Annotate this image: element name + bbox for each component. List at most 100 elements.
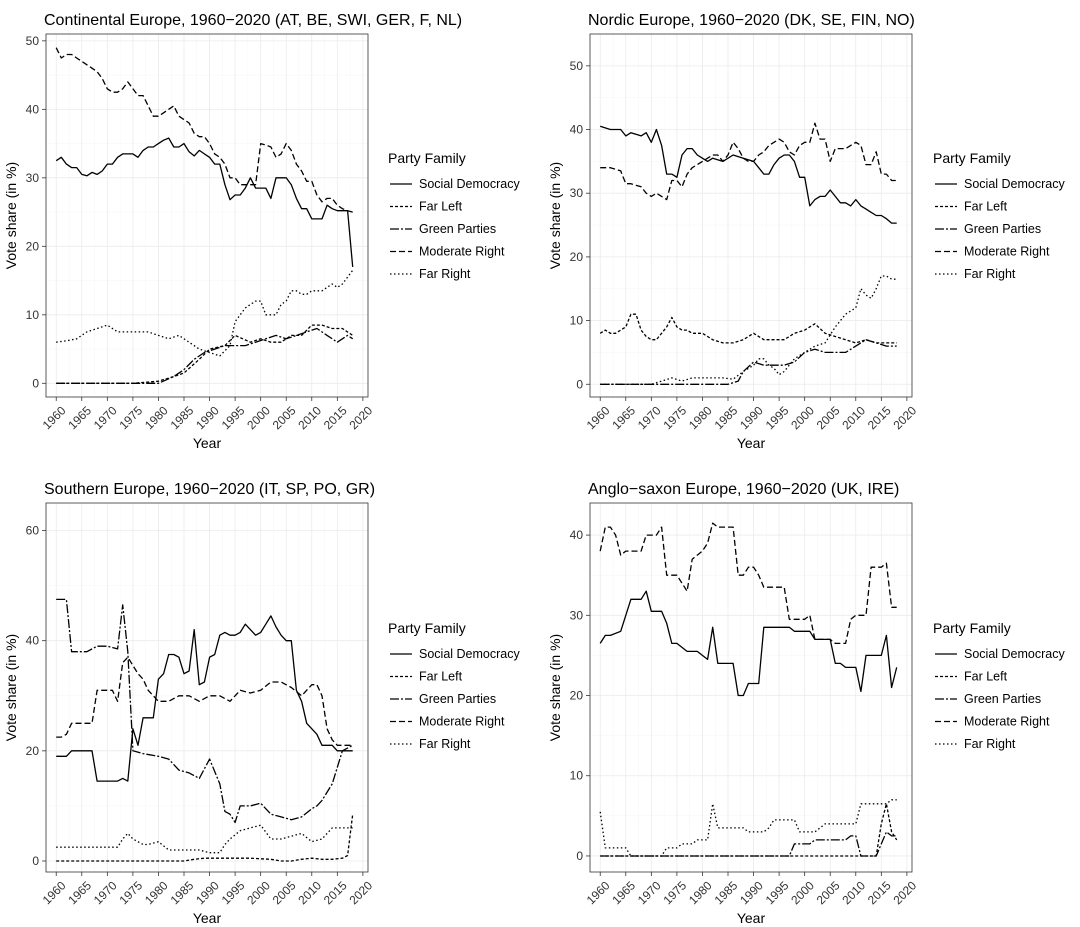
legend: Party Family Social Democracy Far Left Gree… bbox=[388, 620, 520, 751]
chart-panel-1: Continental Europe, 1960−2020 (AT, BE, S… bbox=[3, 12, 520, 451]
series-line-green-parties bbox=[600, 831, 897, 857]
legend-label: Moderate Right bbox=[964, 245, 1050, 259]
y-tick-label: 40 bbox=[570, 123, 584, 137]
y-tick-label: 10 bbox=[26, 308, 40, 322]
x-tick-label: 2020 bbox=[346, 878, 375, 907]
y-axis-title: Vote share (in %) bbox=[547, 634, 563, 741]
legend-label: Moderate Right bbox=[964, 715, 1050, 729]
x-tick-label: 1975 bbox=[116, 403, 145, 432]
series-line-social-democracy bbox=[600, 125, 897, 224]
panel-border bbox=[589, 502, 913, 873]
x-tick-label: 1960 bbox=[584, 403, 613, 432]
legend-label: Moderate Right bbox=[419, 715, 505, 729]
panel-border bbox=[45, 33, 369, 398]
legend-label: Far Right bbox=[419, 267, 471, 281]
legend-label: Green Parties bbox=[419, 692, 496, 706]
legend-label: Social Democracy bbox=[419, 177, 520, 191]
series-line-far-right bbox=[599, 799, 897, 857]
series-line-social-democracy bbox=[56, 615, 353, 782]
legend-label: Social Democracy bbox=[964, 647, 1065, 661]
y-tick-label: 60 bbox=[26, 524, 40, 538]
x-tick-label: 2005 bbox=[814, 403, 843, 432]
legend: Party Family Social Democracy Far Left Gree… bbox=[933, 150, 1065, 281]
legend-title: Party Family bbox=[388, 620, 466, 636]
chart-panel-2: Nordic Europe, 1960−2020 (DK, SE, FIN, N… bbox=[547, 12, 1065, 451]
x-tick-label: 1985 bbox=[168, 878, 197, 907]
x-tick-label: 2020 bbox=[890, 878, 919, 907]
panel-border bbox=[589, 33, 913, 398]
panel-border bbox=[45, 502, 369, 873]
x-tick-label: 1990 bbox=[193, 403, 222, 432]
y-tick-label: 0 bbox=[576, 377, 583, 391]
y-tick-label: 0 bbox=[576, 849, 583, 863]
gridlines bbox=[590, 503, 912, 872]
series-line-social-democracy bbox=[599, 590, 898, 697]
x-tick-label: 2010 bbox=[839, 403, 868, 432]
x-tick-label: 2015 bbox=[321, 403, 350, 432]
legend-label: Far Right bbox=[964, 737, 1016, 751]
y-tick-label: 30 bbox=[26, 171, 40, 185]
y-tick-label: 0 bbox=[32, 854, 39, 868]
legend-label: Far Right bbox=[964, 267, 1016, 281]
x-tick-label: 1960 bbox=[40, 403, 69, 432]
series-line-green-parties bbox=[600, 339, 897, 385]
x-tick-label: 1995 bbox=[219, 403, 248, 432]
x-tick-label: 1995 bbox=[219, 878, 248, 907]
gridlines bbox=[590, 34, 912, 397]
y-tick-label: 30 bbox=[570, 186, 584, 200]
series-line-moderate-right bbox=[56, 656, 353, 746]
x-tick-label: 2020 bbox=[890, 403, 919, 432]
legend-label: Social Democracy bbox=[419, 647, 520, 661]
x-tick-label: 1985 bbox=[712, 878, 741, 907]
series-line-moderate-right bbox=[55, 47, 353, 213]
x-axis-title: Year bbox=[737, 910, 766, 926]
x-tick-label: 1975 bbox=[660, 403, 689, 432]
legend: Party Family Social Democracy Far Left Gree… bbox=[933, 620, 1065, 751]
series-group bbox=[55, 47, 354, 384]
y-tick-label: 50 bbox=[26, 34, 40, 48]
y-tick-label: 30 bbox=[570, 608, 584, 622]
legend-label: Moderate Right bbox=[419, 245, 505, 259]
gridlines bbox=[46, 34, 368, 397]
series-line-far-left bbox=[56, 814, 354, 862]
legend-label: Far Right bbox=[419, 737, 471, 751]
y-tick-label: 40 bbox=[26, 634, 40, 648]
chart-title: Continental Europe, 1960−2020 (AT, BE, S… bbox=[44, 12, 462, 29]
chart-title: Southern Europe, 1960−2020 (IT, SP, PO, … bbox=[44, 481, 375, 498]
y-tick-label: 20 bbox=[570, 689, 584, 703]
legend-label: Far Left bbox=[419, 200, 463, 214]
x-tick-label: 2005 bbox=[814, 878, 843, 907]
x-tick-label: 2000 bbox=[788, 878, 817, 907]
legend-label: Green Parties bbox=[964, 692, 1041, 706]
chart-title: Nordic Europe, 1960−2020 (DK, SE, FIN, N… bbox=[588, 12, 915, 29]
x-tick-label: 2005 bbox=[270, 878, 299, 907]
y-tick-label: 20 bbox=[26, 744, 40, 758]
x-tick-label: 1965 bbox=[65, 403, 94, 432]
y-tick-label: 10 bbox=[570, 314, 584, 328]
x-tick-label: 1990 bbox=[737, 878, 766, 907]
chart-panel-4: Anglo−saxon Europe, 1960−2020 (UK, IRE) 0… bbox=[547, 481, 1065, 926]
legend-label: Far Left bbox=[419, 670, 463, 684]
legend-label: Far Left bbox=[964, 670, 1008, 684]
gridlines bbox=[46, 503, 368, 872]
x-tick-label: 2010 bbox=[295, 403, 324, 432]
y-tick-label: 0 bbox=[32, 376, 39, 390]
x-tick-label: 2015 bbox=[865, 403, 894, 432]
legend-label: Green Parties bbox=[964, 222, 1041, 236]
legend-label: Social Democracy bbox=[964, 177, 1065, 191]
legend-label: Green Parties bbox=[419, 222, 496, 236]
x-tick-label: 1980 bbox=[686, 878, 715, 907]
legend-label: Far Left bbox=[964, 200, 1008, 214]
x-tick-label: 1980 bbox=[142, 403, 171, 432]
x-tick-label: 1960 bbox=[40, 878, 69, 907]
x-tick-label: 1990 bbox=[737, 403, 766, 432]
x-tick-label: 1985 bbox=[168, 403, 197, 432]
x-tick-label: 2005 bbox=[270, 403, 299, 432]
x-tick-label: 1965 bbox=[609, 878, 638, 907]
series-group bbox=[599, 522, 898, 857]
x-tick-label: 2010 bbox=[839, 878, 868, 907]
series-line-moderate-right bbox=[600, 122, 897, 201]
x-tick-label: 1995 bbox=[763, 403, 792, 432]
x-tick-label: 2000 bbox=[788, 403, 817, 432]
x-tick-label: 2020 bbox=[346, 403, 375, 432]
